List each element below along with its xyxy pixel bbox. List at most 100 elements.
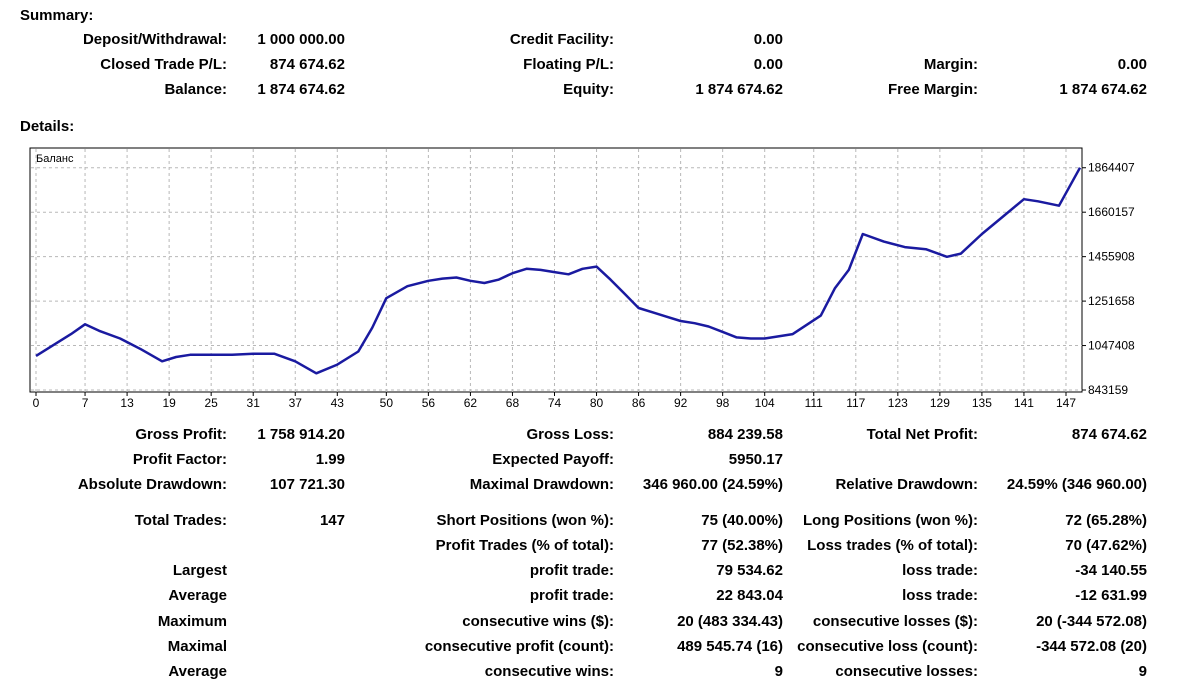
details-label-r7-c1: consecutive wins ($): xyxy=(462,613,614,630)
details-label-r0-c2: Total Net Profit: xyxy=(866,426,978,443)
details-value-r8-c2: -344 572.08 (20) xyxy=(1036,638,1147,655)
details-label-r1-c0: Profit Factor: xyxy=(132,451,227,468)
x-tick-label: 56 xyxy=(422,396,436,410)
summary-value-r1-c0: 874 674.62 xyxy=(269,56,345,73)
x-tick-label: 50 xyxy=(380,396,394,410)
details-value-r4-c2: 70 (47.62%) xyxy=(1065,537,1147,554)
summary-value-r0-c0: 1 000 000.00 xyxy=(257,31,345,48)
x-tick-label: 7 xyxy=(82,396,89,410)
summary-value-r2-c0: 1 874 674.62 xyxy=(257,81,345,98)
details-value-r6-c1: 22 843.04 xyxy=(716,587,783,604)
x-tick-label: 92 xyxy=(674,396,688,410)
details-value-r6-c2: -12 631.99 xyxy=(1075,587,1147,604)
details-value-r7-c2: 20 (-344 572.08) xyxy=(1036,613,1147,630)
summary-label-r1-c0: Closed Trade P/L: xyxy=(100,56,227,73)
y-tick-label: 1660157 xyxy=(1088,205,1135,219)
details-value-r1-c0: 1.99 xyxy=(315,451,345,468)
details-label-r8-c0: Maximal xyxy=(167,638,227,655)
summary-label-r2-c2: Free Margin: xyxy=(887,81,978,98)
x-tick-label: 62 xyxy=(464,396,478,410)
y-tick-label: 1864407 xyxy=(1088,161,1135,175)
summary-value-r0-c1: 0.00 xyxy=(753,31,783,48)
x-tick-label: 19 xyxy=(162,396,176,410)
y-tick-label: 1455908 xyxy=(1088,250,1135,264)
x-tick-label: 43 xyxy=(331,396,345,410)
x-tick-label: 37 xyxy=(289,396,303,410)
details-value-r2-c0: 107 721.30 xyxy=(269,476,345,493)
details-value-r7-c1: 20 (483 334.43) xyxy=(677,613,783,630)
x-tick-label: 98 xyxy=(716,396,730,410)
x-tick-label: 31 xyxy=(247,396,261,410)
details-label-r6-c0: Average xyxy=(168,587,227,604)
details-value-r1-c1: 5950.17 xyxy=(728,451,783,468)
details-label-r1-c1: Expected Payoff: xyxy=(492,451,614,468)
details-label-r3-c1: Short Positions (won %): xyxy=(436,512,615,529)
summary-label-r2-c1: Equity: xyxy=(563,81,614,98)
summary-value-r1-c2: 0.00 xyxy=(1117,56,1147,73)
details-label-r5-c2: loss trade: xyxy=(902,562,978,579)
details-value-r0-c1: 884 239.58 xyxy=(707,426,783,443)
details-label-r9-c2: consecutive losses: xyxy=(835,663,978,680)
summary-label-r1-c2: Margin: xyxy=(923,56,978,73)
summary-value-r2-c2: 1 874 674.62 xyxy=(1059,81,1147,98)
details-value-r0-c0: 1 758 914.20 xyxy=(257,426,345,443)
details-label-r2-c0: Absolute Drawdown: xyxy=(77,476,227,493)
x-tick-label: 104 xyxy=(755,396,775,410)
details-label-r3-c2: Long Positions (won %): xyxy=(803,512,978,529)
details-value-r5-c2: -34 140.55 xyxy=(1075,562,1147,579)
details-value-r2-c2: 24.59% (346 960.00) xyxy=(1006,476,1147,493)
details-label-r2-c2: Relative Drawdown: xyxy=(835,476,978,493)
x-tick-label: 123 xyxy=(888,396,908,410)
details-label-r7-c0: Maximum xyxy=(157,613,227,630)
details-value-r3-c2: 72 (65.28%) xyxy=(1065,512,1147,529)
details-value-r9-c2: 9 xyxy=(1138,663,1147,680)
x-tick-label: 74 xyxy=(548,396,562,410)
summary-label-r0-c1: Credit Facility: xyxy=(509,31,614,48)
summary-value-r1-c1: 0.00 xyxy=(753,56,783,73)
y-tick-label: 843159 xyxy=(1088,383,1128,397)
details-value-r5-c1: 79 534.62 xyxy=(716,562,783,579)
summary-label-r0-c0: Deposit/Withdrawal: xyxy=(82,31,227,48)
details-label-r8-c2: consecutive loss (count): xyxy=(797,638,978,655)
details-label-r5-c1: profit trade: xyxy=(529,562,614,579)
x-tick-label: 141 xyxy=(1014,396,1034,410)
details-value-r2-c1: 346 960.00 (24.59%) xyxy=(642,476,783,493)
summary-label-r2-c0: Balance: xyxy=(164,81,227,98)
y-tick-label: 1047408 xyxy=(1088,339,1135,353)
x-tick-label: 135 xyxy=(972,396,992,410)
x-tick-label: 13 xyxy=(120,396,134,410)
details-value-r8-c1: 489 545.74 (16) xyxy=(677,638,783,655)
x-tick-label: 25 xyxy=(204,396,218,410)
details-label-r0-c1: Gross Loss: xyxy=(526,426,614,443)
details-value-r4-c1: 77 (52.38%) xyxy=(701,537,783,554)
details-label-r6-c1: profit trade: xyxy=(529,587,614,604)
details-value-r3-c1: 75 (40.00%) xyxy=(701,512,783,529)
details-label-r5-c0: Largest xyxy=(172,562,227,579)
x-tick-label: 117 xyxy=(846,396,865,410)
details-label-r2-c1: Maximal Drawdown: xyxy=(469,476,614,493)
x-tick-label: 86 xyxy=(632,396,646,410)
summary-label-r1-c1: Floating P/L: xyxy=(523,56,614,73)
details-label-r0-c0: Gross Profit: xyxy=(135,426,227,443)
summary-value-r2-c1: 1 874 674.62 xyxy=(695,81,783,98)
x-tick-label: 147 xyxy=(1056,396,1076,410)
details-heading: Details: xyxy=(20,118,75,135)
details-value-r0-c2: 874 674.62 xyxy=(1071,426,1147,443)
x-tick-label: 80 xyxy=(590,396,604,410)
details-label-r4-c1: Profit Trades (% of total): xyxy=(435,537,614,554)
details-label-r3-c0: Total Trades: xyxy=(134,512,227,529)
details-label-r7-c2: consecutive losses ($): xyxy=(812,613,978,630)
x-tick-label: 111 xyxy=(805,396,824,410)
balance-chart: 0 7 13 19 25 31 37 43 50 56 62 68 74 80 86 92 98 104 111 11… xyxy=(29,147,1135,410)
x-tick-label: 68 xyxy=(506,396,520,410)
series-label: Баланс xyxy=(36,153,74,165)
x-tick-label: 0 xyxy=(33,396,40,410)
y-tick-label: 1251658 xyxy=(1088,294,1135,308)
balance-line xyxy=(35,167,1082,375)
summary-heading: Summary: xyxy=(20,7,94,24)
details-label-r4-c2: Loss trades (% of total): xyxy=(807,537,978,554)
x-tick-label: 129 xyxy=(930,396,950,410)
details-value-r3-c0: 147 xyxy=(319,512,345,529)
details-label-r8-c1: consecutive profit (count): xyxy=(424,638,614,655)
details-label-r9-c0: Average xyxy=(168,663,227,680)
